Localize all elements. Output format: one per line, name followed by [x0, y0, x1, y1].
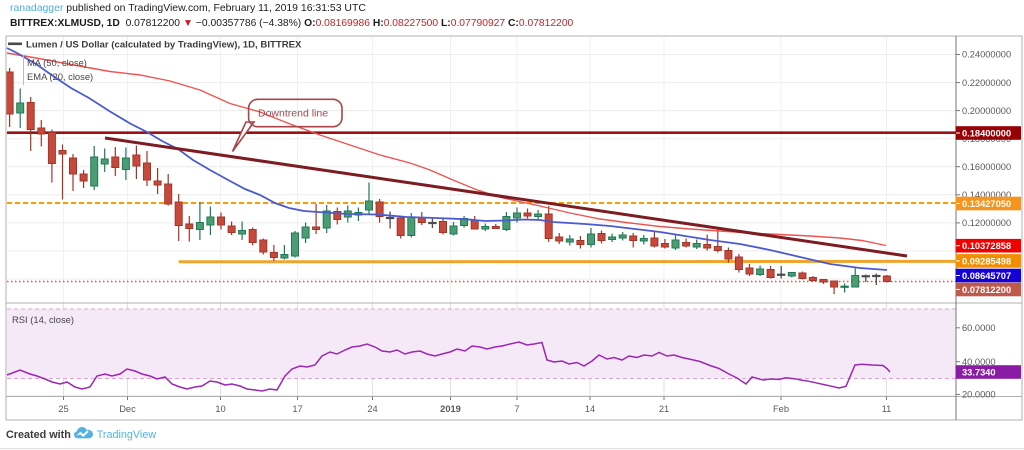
svg-text:0.24000000: 0.24000000: [962, 50, 1011, 60]
svg-text:60.0000: 60.0000: [962, 323, 996, 333]
svg-text:21: 21: [659, 404, 669, 414]
svg-text:14: 14: [585, 404, 595, 414]
svg-text:40.0000: 40.0000: [962, 357, 996, 367]
svg-text:7: 7: [514, 404, 519, 414]
svg-text:EMA (20, close): EMA (20, close): [27, 71, 93, 82]
svg-text:Dec: Dec: [119, 404, 136, 414]
svg-text:33.7340: 33.7340: [962, 367, 996, 377]
svg-text:17: 17: [292, 404, 302, 414]
svg-text:0.07812200: 0.07812200: [962, 285, 1011, 295]
svg-text:10: 10: [215, 404, 225, 414]
svg-text:0.18400000: 0.18400000: [962, 128, 1011, 138]
svg-text:0.22000000: 0.22000000: [962, 78, 1011, 88]
svg-text:0.20000000: 0.20000000: [962, 106, 1011, 116]
svg-text:0.13427050: 0.13427050: [962, 199, 1011, 209]
svg-text:Downtrend line: Downtrend line: [258, 108, 328, 120]
svg-text:20.0000: 20.0000: [962, 390, 996, 400]
svg-text:0.08645707: 0.08645707: [962, 271, 1011, 281]
svg-text:MA (50, close): MA (50, close): [27, 57, 87, 68]
svg-text:0.12000000: 0.12000000: [962, 218, 1011, 228]
svg-text:0.10372858: 0.10372858: [962, 241, 1011, 251]
svg-text:11: 11: [882, 404, 892, 414]
svg-text:2019: 2019: [440, 404, 461, 414]
svg-text:Feb: Feb: [773, 404, 789, 414]
svg-text:Lumen / US Dollar (calculated: Lumen / US Dollar (calculated by Trading…: [26, 40, 302, 51]
svg-text:24: 24: [367, 404, 377, 414]
svg-text:25: 25: [58, 404, 68, 414]
svg-text:0.16000000: 0.16000000: [962, 162, 1011, 172]
svg-text:RSI (14, close): RSI (14, close): [12, 314, 74, 325]
svg-text:0.14000000: 0.14000000: [962, 190, 1011, 200]
svg-text:0.09285498: 0.09285498: [962, 256, 1011, 266]
